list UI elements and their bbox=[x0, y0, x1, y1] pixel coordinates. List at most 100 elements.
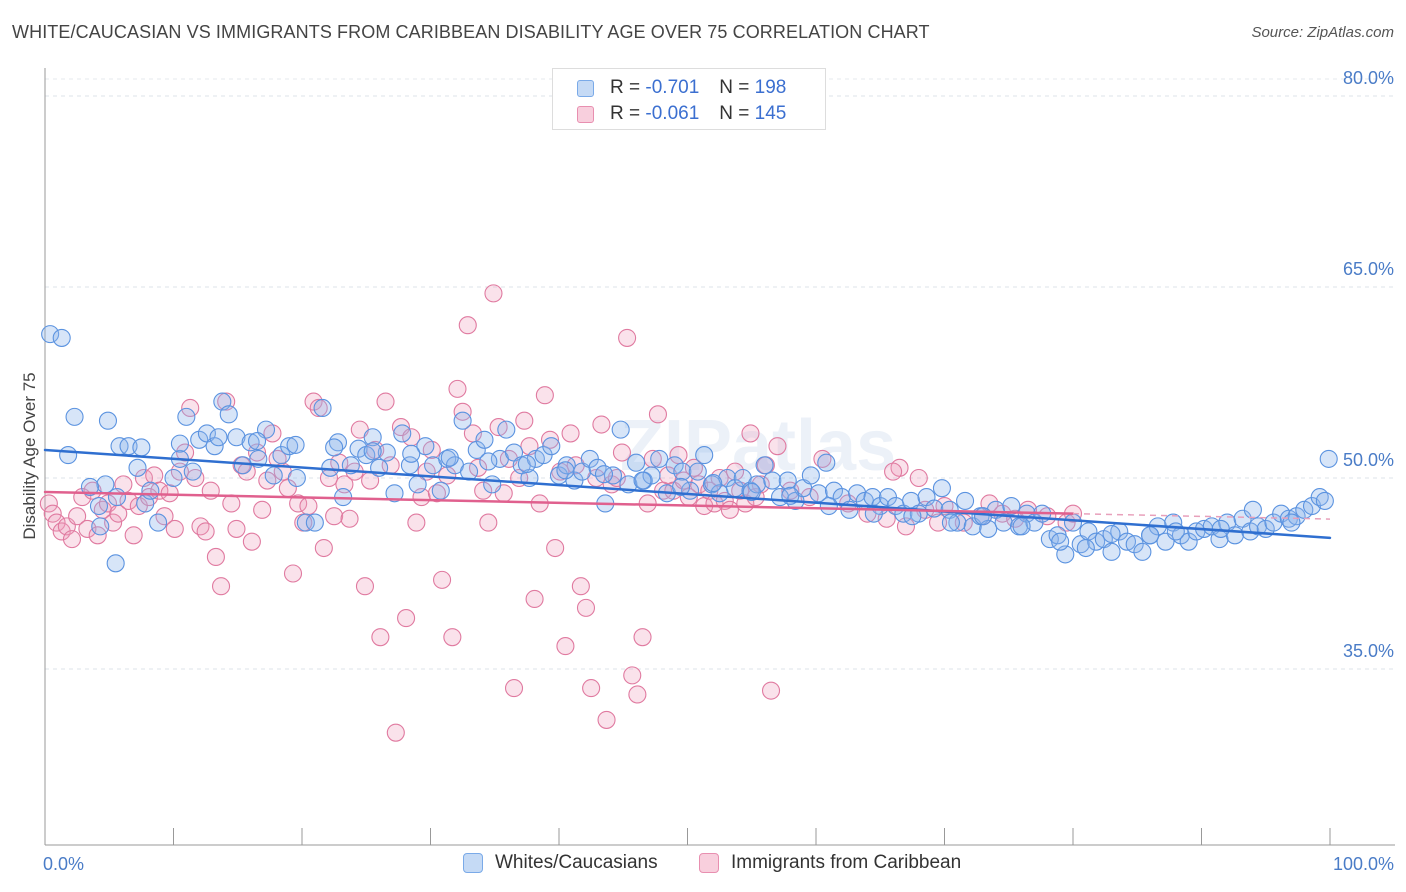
point-caribbean bbox=[314, 538, 333, 558]
point-whites bbox=[1102, 542, 1121, 561]
point-whites bbox=[642, 466, 661, 485]
point-whites bbox=[817, 453, 836, 472]
point-caribbean bbox=[761, 681, 781, 700]
point-caribbean bbox=[433, 570, 452, 589]
point-whites bbox=[1166, 522, 1185, 541]
point-whites bbox=[819, 496, 838, 516]
point-caribbean bbox=[515, 411, 534, 430]
trend-lines bbox=[43, 448, 1332, 540]
point-whites bbox=[497, 420, 516, 439]
point-whites bbox=[233, 456, 252, 475]
point-whites bbox=[688, 462, 707, 481]
point-whites bbox=[542, 437, 561, 456]
point-caribbean bbox=[484, 284, 503, 303]
point-whites bbox=[925, 499, 944, 518]
legend-swatch-whites bbox=[577, 79, 594, 97]
point-whites bbox=[416, 437, 435, 456]
point-caribbean bbox=[504, 679, 524, 698]
point-caribbean bbox=[124, 526, 143, 545]
trend-line-caribbean bbox=[43, 490, 1075, 515]
point-caribbean bbox=[62, 530, 82, 549]
point-whites bbox=[755, 456, 774, 475]
trend-line-caribbean-extension bbox=[1072, 512, 1331, 520]
point-whites bbox=[402, 444, 421, 463]
point-whites bbox=[650, 449, 669, 468]
point-whites bbox=[467, 440, 486, 460]
x-tick-label: 100.0% bbox=[1333, 854, 1394, 874]
point-whites bbox=[219, 405, 238, 424]
point-whites bbox=[205, 437, 224, 456]
point-whites bbox=[1002, 496, 1021, 516]
point-caribbean bbox=[253, 500, 272, 519]
point-whites bbox=[1243, 500, 1262, 519]
point-caribbean bbox=[525, 589, 544, 609]
point-whites bbox=[1315, 491, 1334, 510]
bottom-legend-whites: Whites/Caucasians bbox=[463, 852, 658, 874]
point-whites bbox=[247, 432, 267, 451]
point-whites bbox=[742, 482, 761, 502]
point-whites bbox=[91, 517, 110, 536]
point-whites bbox=[241, 433, 260, 452]
point-whites bbox=[377, 443, 396, 462]
point-whites bbox=[718, 468, 737, 488]
legend-r-label: R = bbox=[610, 103, 641, 124]
point-caribbean bbox=[474, 481, 493, 500]
tick-labels: 35.0% 50.0% 65.0% 80.0% 0.0% 100.0% bbox=[43, 68, 1394, 874]
point-caribbean bbox=[468, 458, 488, 477]
point-whites bbox=[80, 477, 100, 496]
point-whites bbox=[1282, 513, 1301, 532]
point-caribbean bbox=[397, 609, 416, 628]
point-caribbean bbox=[561, 424, 580, 443]
point-caribbean bbox=[165, 519, 184, 538]
point-caribbean bbox=[39, 494, 58, 513]
point-whites bbox=[1125, 535, 1144, 554]
point-whites bbox=[363, 428, 382, 447]
point-whites bbox=[1051, 532, 1070, 551]
point-whites bbox=[603, 466, 623, 485]
legend-n-value: 198 bbox=[754, 77, 787, 98]
point-whites bbox=[1141, 526, 1160, 545]
point-caribbean bbox=[222, 494, 241, 513]
point-whites bbox=[393, 424, 412, 443]
point-caribbean bbox=[768, 437, 787, 456]
point-whites bbox=[321, 458, 340, 477]
point-caribbean bbox=[407, 513, 426, 532]
bottom-legend-label-whites: Whites/Caucasians bbox=[495, 852, 658, 873]
point-caribbean bbox=[227, 519, 246, 538]
point-caribbean bbox=[540, 430, 560, 449]
point-whites bbox=[313, 398, 332, 418]
point-whites bbox=[431, 481, 450, 500]
point-whites bbox=[65, 407, 84, 426]
point-caribbean bbox=[929, 513, 948, 532]
point-whites bbox=[778, 471, 797, 490]
legend-r-value: -0.701 bbox=[645, 77, 700, 98]
point-whites bbox=[98, 411, 118, 430]
point-caribbean bbox=[618, 328, 637, 347]
bottom-legend-swatch-caribbean bbox=[699, 853, 719, 873]
point-whites bbox=[1076, 538, 1095, 558]
point-caribbean bbox=[582, 679, 601, 698]
point-caribbean bbox=[289, 494, 308, 513]
chart-source: Source: ZipAtlas.com bbox=[1251, 24, 1394, 41]
point-whites bbox=[1012, 517, 1031, 536]
point-caribbean bbox=[340, 509, 359, 528]
bottom-legend-swatch-whites bbox=[463, 853, 483, 873]
point-whites bbox=[479, 452, 498, 471]
point-caribbean bbox=[576, 598, 596, 617]
point-caribbean bbox=[628, 685, 647, 704]
point-whites bbox=[52, 328, 71, 347]
point-caribbean bbox=[479, 513, 498, 532]
axes bbox=[44, 68, 1395, 846]
point-caribbean bbox=[720, 500, 739, 519]
point-whites bbox=[106, 554, 125, 573]
point-caribbean bbox=[355, 577, 375, 596]
point-caribbean bbox=[458, 316, 477, 335]
legend-r-value: -0.061 bbox=[645, 103, 700, 124]
bottom-legend-caribbean: Immigrants from Caribbean bbox=[699, 852, 961, 874]
point-caribbean bbox=[592, 415, 611, 434]
point-whites bbox=[385, 484, 404, 503]
point-caribbean bbox=[371, 628, 390, 647]
point-whites bbox=[956, 491, 975, 510]
point-whites bbox=[264, 466, 283, 485]
